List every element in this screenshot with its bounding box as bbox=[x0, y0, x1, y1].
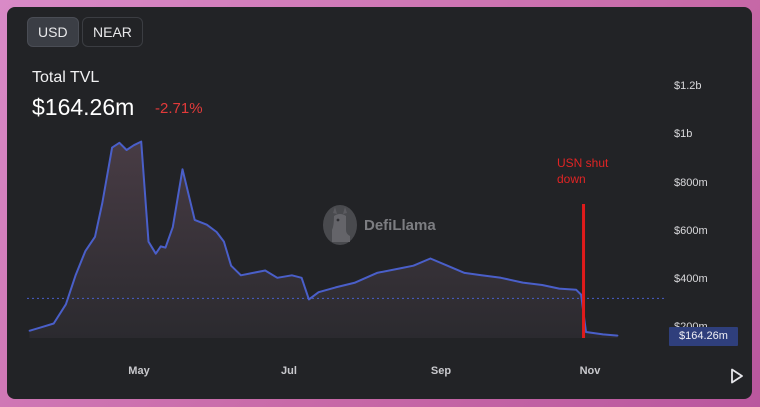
tvl-data-point bbox=[215, 231, 218, 233]
x-tick-label: May bbox=[128, 365, 150, 377]
llama-icon bbox=[323, 205, 357, 245]
y-tick-label: $400m bbox=[674, 273, 708, 285]
tvl-data-point bbox=[65, 303, 67, 306]
tvl-data-point bbox=[276, 277, 279, 279]
tvl-chart-card: USD NEAR Total TVL $164.26m -2.71% $1.2b… bbox=[7, 7, 752, 399]
tvl-data-point bbox=[580, 293, 582, 296]
tvl-data-point bbox=[181, 168, 184, 171]
tvl-data-point bbox=[558, 287, 560, 290]
tvl-data-point bbox=[429, 257, 432, 260]
tvl-data-point bbox=[230, 264, 232, 267]
tvl-data-point bbox=[140, 140, 142, 143]
tvl-data-point bbox=[240, 274, 242, 277]
tvl-data-point bbox=[147, 240, 150, 243]
tvl-chart bbox=[27, 140, 667, 338]
tvl-data-point bbox=[94, 236, 96, 238]
tvl-data-point bbox=[223, 240, 225, 243]
tvl-data-point bbox=[264, 269, 267, 272]
tvl-data-point bbox=[541, 284, 543, 286]
tvl-data-point bbox=[446, 264, 449, 267]
tvl-title: Total TVL bbox=[32, 69, 100, 86]
tvl-data-point bbox=[28, 330, 31, 332]
tvl-data-point bbox=[164, 246, 167, 249]
tvl-data-point bbox=[74, 274, 77, 277]
tvl-data-point bbox=[159, 245, 162, 248]
tvl-data-point bbox=[376, 272, 378, 274]
tvl-data-point bbox=[317, 291, 320, 294]
tvl-data-point bbox=[400, 267, 403, 269]
y-tick-label: $1b bbox=[674, 128, 693, 140]
tvl-data-point bbox=[308, 298, 310, 301]
tvl-data-point bbox=[155, 252, 157, 255]
y-tick-label: $1.2b bbox=[674, 80, 702, 92]
tvl-data-point bbox=[480, 274, 483, 277]
tvl-data-point bbox=[252, 272, 254, 274]
tvl-data-point bbox=[575, 289, 577, 291]
play-icon[interactable] bbox=[730, 368, 744, 384]
tvl-data-point bbox=[602, 333, 604, 336]
tvl-series-line bbox=[29, 140, 618, 337]
defillama-watermark: DefiLlama bbox=[322, 204, 436, 246]
tvl-data-point bbox=[84, 250, 87, 252]
tvl-value: $164.26m bbox=[32, 94, 135, 120]
tvl-data-point bbox=[172, 226, 174, 228]
tvl-data-point bbox=[354, 281, 356, 284]
y-tick-label: $600m bbox=[674, 225, 708, 237]
tvl-data-point bbox=[111, 146, 113, 149]
watermark-text: DefiLlama bbox=[364, 216, 436, 234]
tvl-data-point bbox=[52, 322, 55, 325]
current-value-tag: $164.26m bbox=[669, 327, 738, 346]
tvl-data-point bbox=[463, 272, 466, 274]
tvl-data-point bbox=[291, 274, 293, 277]
usd-toggle-button[interactable]: USD bbox=[27, 17, 79, 47]
tvl-data-point bbox=[133, 144, 135, 146]
tvl-data-point bbox=[125, 149, 128, 151]
tvl-data-point bbox=[300, 277, 303, 279]
tvl-data-point bbox=[334, 286, 337, 289]
tvl-data-point bbox=[40, 326, 43, 329]
tvl-data-point bbox=[101, 202, 104, 204]
tvl-data-point bbox=[522, 281, 524, 284]
x-tick-label: Jul bbox=[281, 365, 297, 377]
usn-shutdown-annotation: USN shut down bbox=[557, 156, 609, 186]
tvl-data-point bbox=[206, 223, 208, 226]
tvl-data-point bbox=[585, 331, 587, 333]
x-tick-label: Nov bbox=[579, 365, 601, 377]
tvl-data-point bbox=[500, 277, 502, 279]
near-toggle-button[interactable]: NEAR bbox=[82, 17, 143, 47]
tvl-data-point bbox=[193, 219, 196, 221]
tvl-area-fill bbox=[29, 141, 618, 338]
tvl-data-point bbox=[118, 142, 121, 144]
x-tick-label: Sep bbox=[430, 365, 452, 377]
y-tick-label: $800m bbox=[674, 177, 708, 189]
tvl-data-point bbox=[616, 334, 619, 337]
tvl-change: -2.71% bbox=[155, 100, 203, 117]
tvl-data-point bbox=[412, 264, 415, 267]
